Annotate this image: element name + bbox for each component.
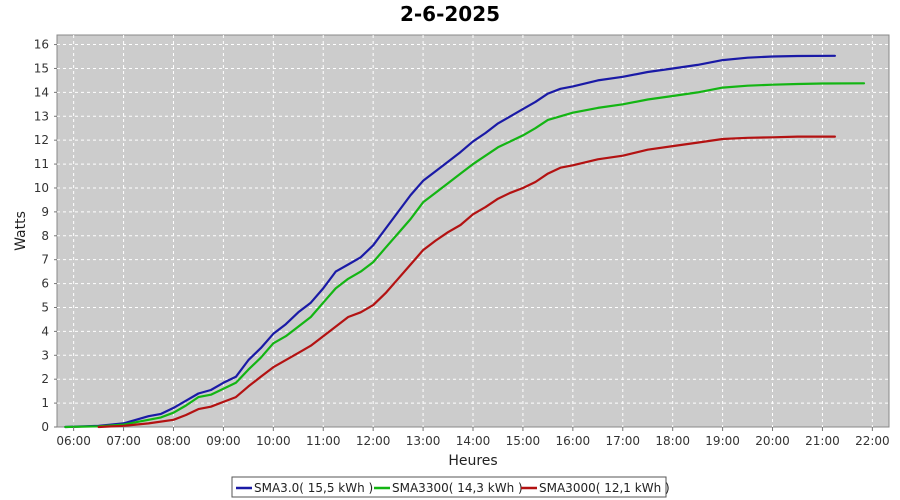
y-tick-label: 4 [41,324,49,338]
y-tick-label: 6 [41,277,49,291]
y-tick-label: 10 [34,181,49,195]
y-tick-label: 12 [34,133,49,147]
legend-box [231,476,667,498]
x-tick-label: 22:00 [855,434,890,448]
x-tick-label: 10:00 [256,434,291,448]
y-tick-label: 5 [41,300,49,314]
x-tick-label: 09:00 [206,434,241,448]
x-tick-label: 20:00 [755,434,790,448]
y-tick-label: 16 [34,38,49,52]
x-tick-label: 13:00 [406,434,441,448]
y-tick-label: 9 [41,205,49,219]
y-tick-label: 14 [34,85,49,99]
y-tick-label: 15 [34,61,49,75]
x-axis: 06:00 07:00 08:00 09:00 10:00 11:00 12:00 13:00… [56,427,890,448]
x-tick-label: 18:00 [655,434,690,448]
x-tick-label: 07:00 [106,434,141,448]
x-tick-label: 12:00 [356,434,391,448]
x-tick-label: 08:00 [156,434,191,448]
series-line-2 [97,135,836,429]
series-line-0 [64,54,836,429]
y-tick-label: 8 [41,229,49,243]
x-tick-label: 14:00 [456,434,491,448]
legend-label-1: SMA3300( 14,3 kWh ) [392,481,523,495]
series-layer [64,54,866,429]
grid [57,35,889,427]
y-tick-label: 2 [41,372,49,386]
legend-label-0: SMA3.0( 15,5 kWh ) [254,481,373,495]
legend: SMA3.0( 15,5 kWh ) SMA3300( 14,3 kWh ) SMA… [231,476,670,498]
x-tick-label: 11:00 [306,434,341,448]
y-tick-label: 3 [41,348,49,362]
x-tick-label: 17:00 [605,434,640,448]
plot-area [56,34,890,429]
series-line-1 [64,82,866,429]
x-tick-label: 16:00 [556,434,591,448]
chart-title: 2-6-2025 [400,2,500,26]
x-tick-label: 06:00 [56,434,91,448]
y-tick-label: 1 [41,396,49,410]
y-tick-label: 0 [41,420,49,434]
x-tick-label: 21:00 [805,434,840,448]
plot-background [56,34,890,428]
x-tick-label: 19:00 [705,434,740,448]
legend-label-2: SMA3000( 12,1 kWh ) [539,481,670,495]
x-axis-label: Heures [448,453,497,469]
y-axis-label: Watts [13,211,29,251]
y-tick-label: 11 [34,157,49,171]
y-tick-label: 7 [41,253,49,267]
x-tick-label: 15:00 [506,434,541,448]
y-tick-label: 13 [34,109,49,123]
